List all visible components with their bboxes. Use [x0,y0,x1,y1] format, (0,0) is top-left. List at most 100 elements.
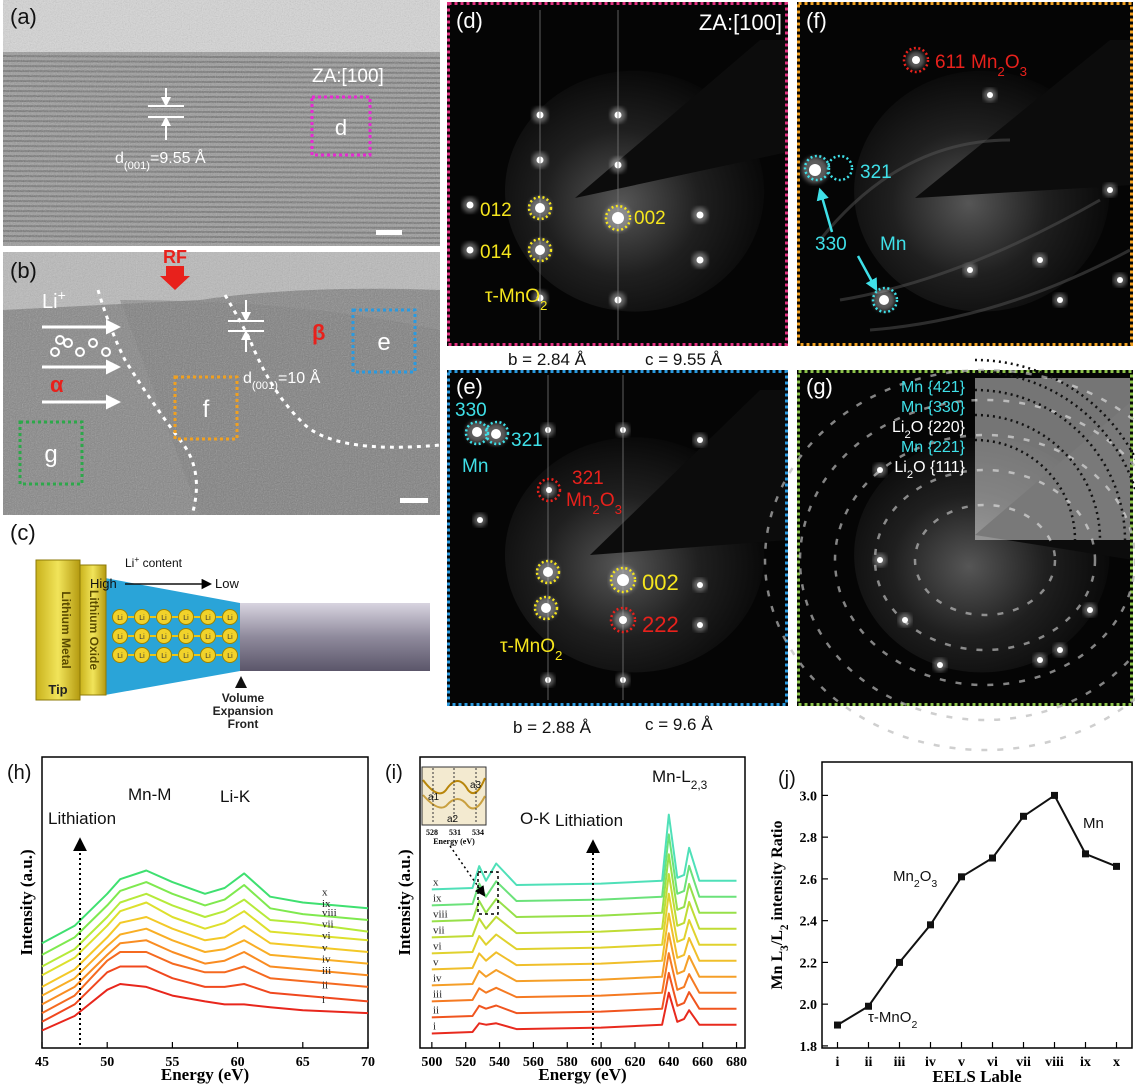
panel-label: (j) [778,768,796,790]
li-ion: Li [139,615,145,622]
li-ion: Li [183,653,189,660]
panel-label: (h) [7,762,31,784]
li-ion: Li [161,653,167,660]
text-part: Li [894,459,906,476]
x-tick-label: 500 [421,1055,442,1070]
text-part: Li [892,419,904,436]
spot [546,487,552,493]
annotation: Mn-M [128,785,171,804]
spot [1037,257,1043,263]
series-label: ix [433,892,442,904]
y-tick-label: 2.0 [800,998,818,1013]
label: 330 [815,234,847,255]
spot [879,295,889,305]
text-part: τ-MnO [868,1009,911,1026]
text-part: 2 [911,1019,917,1031]
point [1051,792,1058,799]
label: 330 [455,400,487,421]
spot [619,616,627,624]
text-part: Mn [971,52,997,73]
label: Mn [880,234,906,255]
series-label: viii [433,908,448,920]
text-part: 3 [615,502,622,517]
spot [467,247,474,254]
label: 014 [480,242,512,263]
inset-tick-label: 531 [449,828,461,837]
label: 321 [511,430,543,451]
text-part: τ-MnO [500,636,555,657]
y-tick-label: 2.8 [800,831,818,846]
y-tick-label: 2.6 [800,873,818,888]
text-part: Mn [893,868,914,885]
x-tick-label: 45 [35,1055,49,1070]
label: Tip [48,682,67,697]
y-tick-label: 3.0 [800,789,818,804]
annotation: Li-K [220,787,251,806]
text-part: O [600,490,615,511]
series-label: v [433,956,439,968]
annotation: Mn2O3 [893,868,937,890]
label: (b) [10,258,37,283]
text-part: τ-MnO [485,286,540,307]
series-label: x [322,887,328,899]
label: b = 2.88 Å [513,718,592,737]
ratio-line [838,795,1117,1025]
x-tick-label: 540 [489,1055,510,1070]
point [1082,850,1089,857]
inset-axis-title: Energy (eV) [433,837,475,846]
scale-bar [400,498,428,503]
x-tick-label: 50 [100,1055,114,1070]
text-part: Li [125,556,134,570]
li-ion: Li [161,615,167,622]
label: 012 [480,200,512,221]
text-part: 2 [997,64,1004,79]
label: (c) [10,520,36,545]
spot [877,557,883,563]
text-part: Mn {221} [901,439,966,456]
spot [535,203,545,213]
point [1113,863,1120,870]
noise [3,252,440,515]
spot [491,429,501,439]
y-axis-title: Mn L3/L2 intensity Ratio [769,821,791,990]
annotation: Mn-L2,3 [652,767,708,792]
spot [1057,647,1063,653]
li-ion: Li [205,653,211,660]
spot [1087,607,1093,613]
label: 321 [860,162,892,183]
label: 002 [634,208,666,229]
text-part: O {111} [913,459,966,476]
series-label: vii [322,919,334,931]
label: (a) [10,4,37,29]
text-part: intensity Ratio [769,821,786,925]
label: (e) [456,374,483,399]
plot-frame [42,757,368,1048]
label: α [50,372,64,397]
text-part: /L [769,930,786,946]
x-axis-title: EELS Lable [932,1067,1022,1086]
label: Lithium Metal [59,591,73,668]
point [927,921,934,928]
label: ZA:[100] [699,10,782,35]
inset-label: a2 [447,814,459,825]
li-ion: Li [161,634,167,641]
li-ion: Li [183,634,189,641]
y-tick-label: 1.8 [800,1040,818,1055]
panel-label: (i) [385,762,403,784]
x-tick-label: 70 [361,1055,375,1070]
label: Li+ content [125,554,183,570]
series-label: x [433,876,439,888]
series-label: iii [322,965,331,977]
label: Low [215,576,239,591]
spot [877,467,883,473]
series-label: iv [433,972,442,984]
spot [1107,187,1113,193]
label: f [203,396,210,423]
annotation: Lithiation [555,811,623,830]
text-part: Mn [1083,815,1104,832]
text-part: Mn L [769,951,786,990]
label: b = 2.84 Å [508,350,587,369]
y-axis-title: Intensity (a.u.) [17,849,36,955]
label: Front [228,717,259,731]
spot [697,582,703,588]
